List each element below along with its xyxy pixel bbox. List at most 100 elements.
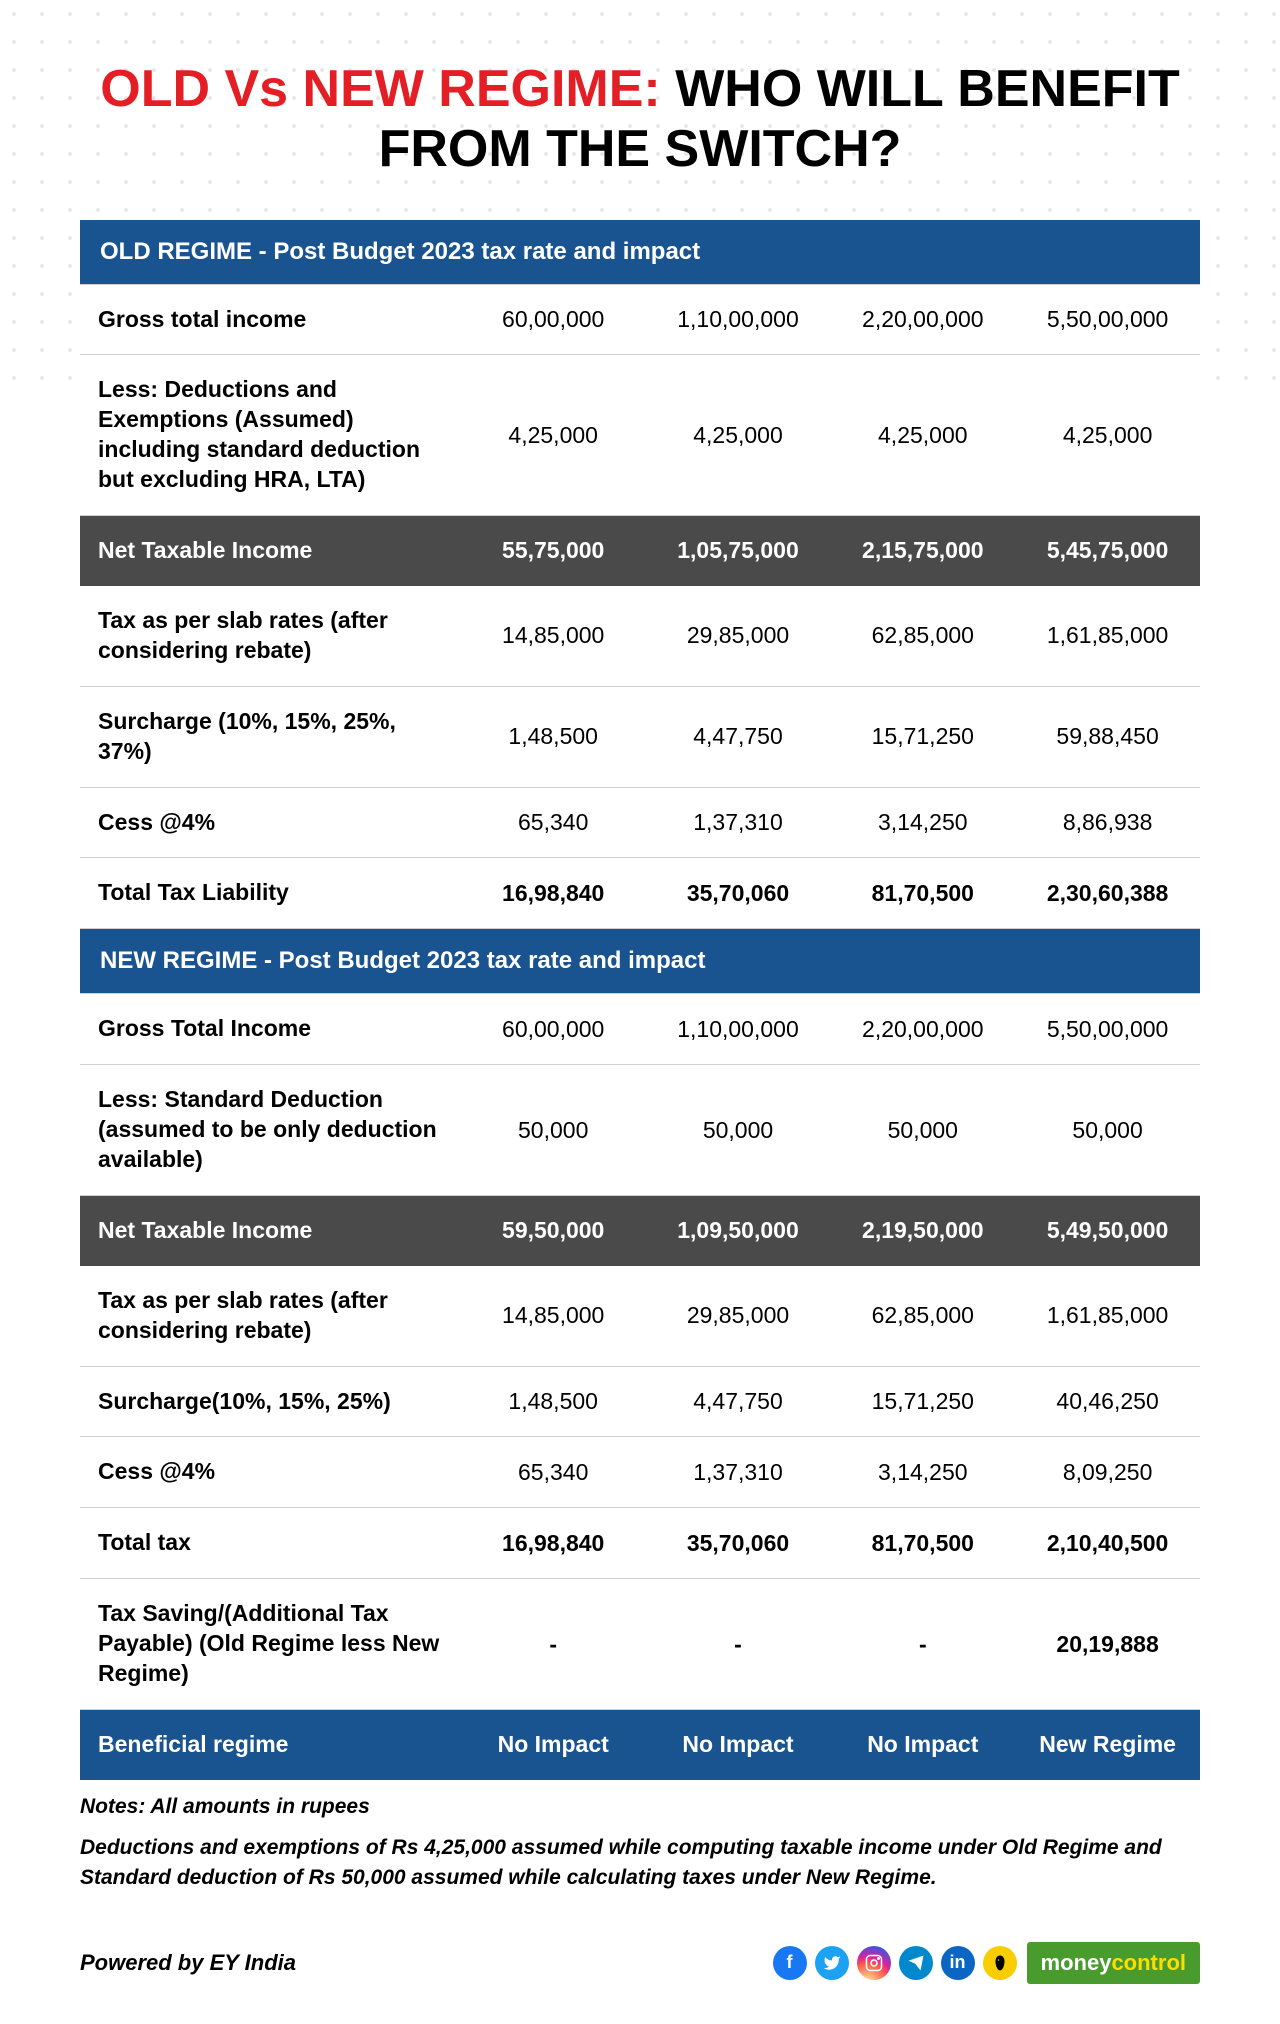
infographic-content: OLD Vs NEW REGIME: WHO WILL BENEFIT FROM… — [0, 0, 1280, 2024]
row-value: 2,20,00,000 — [830, 284, 1015, 355]
row-label: Tax as per slab rates (after considering… — [80, 1266, 461, 1366]
table-row: Total tax16,98,84035,70,06081,70,5002,10… — [80, 1508, 1200, 1579]
row-value: 4,25,000 — [830, 355, 1015, 516]
row-value: 2,30,60,388 — [1015, 858, 1200, 929]
table-row: Cess @4%65,3401,37,3103,14,2508,86,938 — [80, 787, 1200, 858]
row-value: 50,000 — [646, 1065, 831, 1196]
row-value: No Impact — [830, 1709, 1015, 1779]
row-value: 15,71,250 — [830, 686, 1015, 787]
row-value: 4,25,000 — [461, 355, 646, 516]
table-row: Beneficial regimeNo ImpactNo ImpactNo Im… — [80, 1709, 1200, 1779]
row-value: 40,46,250 — [1015, 1366, 1200, 1437]
row-value: 2,20,00,000 — [830, 994, 1015, 1065]
row-value: 20,19,888 — [1015, 1579, 1200, 1710]
row-value: 4,25,000 — [646, 355, 831, 516]
row-value: - — [646, 1579, 831, 1710]
row-value: 16,98,840 — [461, 1508, 646, 1579]
table-row: Net Taxable Income59,50,0001,09,50,0002,… — [80, 1195, 1200, 1265]
row-label: Less: Deductions and Exemptions (Assumed… — [80, 355, 461, 516]
row-value: 1,37,310 — [646, 1437, 831, 1508]
table-row: Cess @4%65,3401,37,3103,14,2508,09,250 — [80, 1437, 1200, 1508]
row-value: 5,50,00,000 — [1015, 284, 1200, 355]
row-value: 14,85,000 — [461, 1266, 646, 1366]
instagram-icon[interactable] — [857, 1946, 891, 1980]
row-value: 4,47,750 — [646, 686, 831, 787]
new-regime-header: NEW REGIME - Post Budget 2023 tax rate a… — [80, 929, 1200, 994]
table-row: Gross total income60,00,0001,10,00,0002,… — [80, 284, 1200, 355]
row-value: 65,340 — [461, 1437, 646, 1508]
row-value: 5,50,00,000 — [1015, 994, 1200, 1065]
row-value: 14,85,000 — [461, 586, 646, 686]
row-label: Less: Standard Deduction (assumed to be … — [80, 1065, 461, 1196]
linkedin-icon[interactable]: in — [941, 1946, 975, 1980]
koo-icon[interactable] — [983, 1946, 1017, 1980]
table-row: Net Taxable Income55,75,0001,05,75,0002,… — [80, 516, 1200, 586]
row-value: 81,70,500 — [830, 858, 1015, 929]
row-value: 8,86,938 — [1015, 787, 1200, 858]
row-label: Tax as per slab rates (after considering… — [80, 586, 461, 686]
table-row: Tax as per slab rates (after considering… — [80, 586, 1200, 686]
row-value: 8,09,250 — [1015, 1437, 1200, 1508]
row-value: 50,000 — [830, 1065, 1015, 1196]
row-value: 16,98,840 — [461, 858, 646, 929]
comparison-table: OLD REGIME - Post Budget 2023 tax rate a… — [80, 220, 1200, 1780]
twitter-icon[interactable] — [815, 1946, 849, 1980]
table-row: Surcharge (10%, 15%, 25%, 37%)1,48,5004,… — [80, 686, 1200, 787]
row-value: No Impact — [461, 1709, 646, 1779]
row-label: Cess @4% — [80, 787, 461, 858]
row-value: 1,37,310 — [646, 787, 831, 858]
row-label: Beneficial regime — [80, 1709, 461, 1779]
row-label: Total Tax Liability — [80, 858, 461, 929]
row-value: 55,75,000 — [461, 516, 646, 586]
table-row: Surcharge(10%, 15%, 25%)1,48,5004,47,750… — [80, 1366, 1200, 1437]
powered-by: Powered by EY India — [80, 1950, 296, 1976]
row-value: 60,00,000 — [461, 994, 646, 1065]
telegram-icon[interactable] — [899, 1946, 933, 1980]
row-label: Tax Saving/(Additional Tax Payable) (Old… — [80, 1579, 461, 1710]
social-icons: f in — [773, 1946, 1017, 1980]
table-row: Tax as per slab rates (after considering… — [80, 1266, 1200, 1366]
row-value: 5,49,50,000 — [1015, 1195, 1200, 1265]
row-value: 2,19,50,000 — [830, 1195, 1015, 1265]
row-value: 3,14,250 — [830, 1437, 1015, 1508]
notes-line-1: Notes: All amounts in rupees — [80, 1792, 1200, 1821]
footer-row: Powered by EY India f in moneycont — [80, 1942, 1200, 1984]
row-value: 1,09,50,000 — [646, 1195, 831, 1265]
row-value: 1,61,85,000 — [1015, 1266, 1200, 1366]
row-value: 2,15,75,000 — [830, 516, 1015, 586]
table-row: Less: Standard Deduction (assumed to be … — [80, 1065, 1200, 1196]
row-value: 1,61,85,000 — [1015, 586, 1200, 686]
row-value: 1,10,00,000 — [646, 284, 831, 355]
row-label: Net Taxable Income — [80, 1195, 461, 1265]
row-value: 1,05,75,000 — [646, 516, 831, 586]
row-label: Surcharge(10%, 15%, 25%) — [80, 1366, 461, 1437]
row-label: Surcharge (10%, 15%, 25%, 37%) — [80, 686, 461, 787]
row-label: Gross total income — [80, 284, 461, 355]
row-value: 62,85,000 — [830, 586, 1015, 686]
facebook-icon[interactable]: f — [773, 1946, 807, 1980]
row-value: 29,85,000 — [646, 1266, 831, 1366]
row-label: Net Taxable Income — [80, 516, 461, 586]
row-value: 1,48,500 — [461, 1366, 646, 1437]
row-value: 15,71,250 — [830, 1366, 1015, 1437]
moneycontrol-logo[interactable]: moneycontrol — [1027, 1942, 1200, 1984]
row-label: Cess @4% — [80, 1437, 461, 1508]
row-value: 2,10,40,500 — [1015, 1508, 1200, 1579]
row-value: 60,00,000 — [461, 284, 646, 355]
row-value: 1,10,00,000 — [646, 994, 831, 1065]
row-value: 81,70,500 — [830, 1508, 1015, 1579]
row-value: 59,50,000 — [461, 1195, 646, 1265]
row-value: 4,25,000 — [1015, 355, 1200, 516]
row-value: 59,88,450 — [1015, 686, 1200, 787]
row-value: 5,45,75,000 — [1015, 516, 1200, 586]
row-label: Gross Total Income — [80, 994, 461, 1065]
main-title: OLD Vs NEW REGIME: WHO WILL BENEFIT FROM… — [80, 60, 1200, 180]
row-value: No Impact — [646, 1709, 831, 1779]
row-value: 50,000 — [461, 1065, 646, 1196]
brand-part-2: control — [1111, 1950, 1186, 1975]
title-accent: OLD Vs NEW REGIME: — [100, 60, 660, 118]
row-value: New Regime — [1015, 1709, 1200, 1779]
table-row: Less: Deductions and Exemptions (Assumed… — [80, 355, 1200, 516]
row-value: 3,14,250 — [830, 787, 1015, 858]
row-label: Total tax — [80, 1508, 461, 1579]
